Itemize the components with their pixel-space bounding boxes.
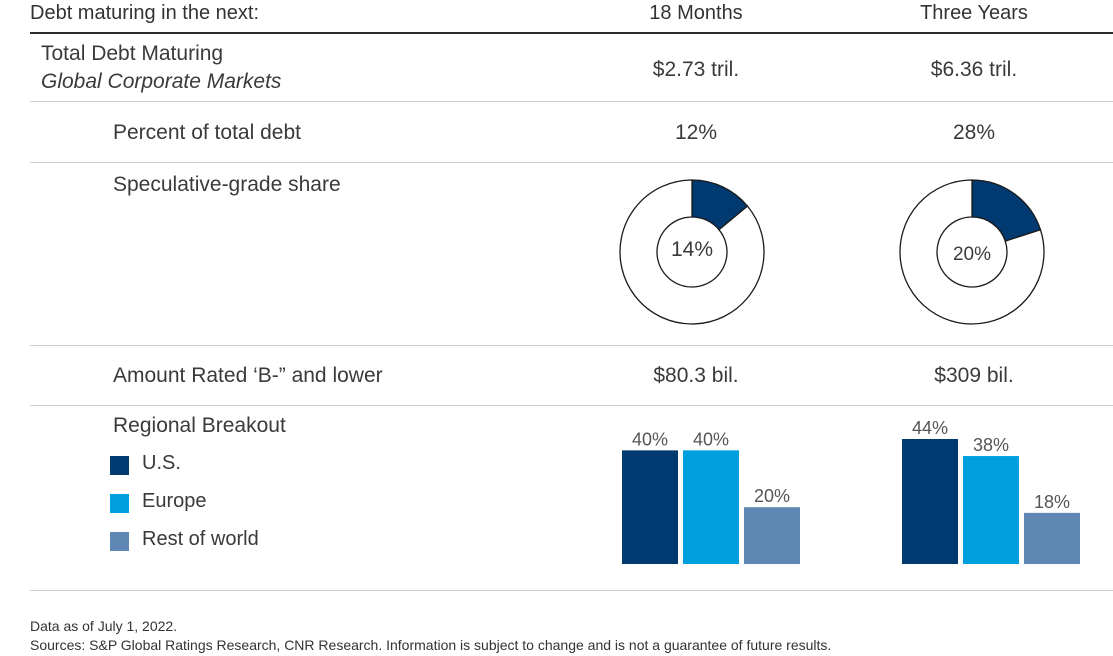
donut-slice-speculative-grade	[971, 179, 1042, 243]
header-col-18-months: 18 Months	[649, 2, 743, 24]
bar-value-label: 20%	[754, 486, 790, 506]
bar-value-label: 18%	[1034, 492, 1070, 512]
spec-grade-label: Speculative-grade share	[113, 173, 341, 196]
legend-swatch-europe	[110, 494, 129, 513]
footer-sources: Sources: S&P Global Ratings Research, CN…	[30, 637, 832, 653]
row-divider	[30, 162, 1113, 163]
rated-b-3y: $309 bil.	[934, 364, 1014, 387]
total-debt-3y: $6.36 tril.	[930, 58, 1018, 81]
total-debt-label: Total Debt Maturing	[41, 42, 224, 65]
bar-chart-18m: 40% 40% 20%	[622, 429, 800, 564]
regional-breakout-label: Regional Breakout	[113, 414, 286, 437]
bar-rest-of-world	[744, 507, 800, 564]
row-divider	[30, 590, 1113, 591]
rated-b-label: Amount Rated ‘B-” and lower	[113, 364, 383, 387]
donut-chart-18m: 14%	[619, 179, 765, 325]
total-debt-18m: $2.73 tril.	[652, 58, 740, 81]
percent-total-label: Percent of total debt	[113, 121, 301, 144]
donut-slice-other	[899, 179, 1045, 325]
percent-total-3y: 28%	[952, 121, 996, 144]
row-divider	[30, 101, 1113, 102]
row-divider	[30, 405, 1113, 406]
donut-center-label: 14%	[671, 238, 713, 261]
rated-b-18m: $80.3 bil.	[653, 364, 739, 387]
bar-europe	[683, 450, 739, 564]
legend-swatch-rest-of-world	[110, 532, 129, 551]
header-row-label: Debt maturing in the next:	[30, 2, 260, 24]
header-col-three-years: Three Years	[920, 2, 1028, 24]
header-divider	[30, 32, 1113, 34]
bar-value-label: 40%	[632, 429, 668, 449]
donut-slice-other	[619, 179, 765, 325]
legend-label: U.S.	[142, 452, 181, 474]
bar-u-s-	[622, 450, 678, 564]
bar-chart-3y: 44% 38% 18%	[902, 418, 1080, 564]
legend-swatch-us	[110, 456, 129, 475]
legend-label: Europe	[142, 490, 207, 512]
bar-value-label: 38%	[973, 435, 1009, 455]
donut-center-label: 20%	[953, 244, 991, 265]
percent-total-18m: 12%	[674, 121, 718, 144]
total-debt-sublabel: Global Corporate Markets	[41, 70, 282, 93]
bar-rest-of-world	[1024, 512, 1080, 564]
row-divider	[30, 345, 1113, 346]
bar-value-label: 40%	[693, 429, 729, 449]
bar-u-s-	[902, 439, 958, 564]
footer-date-note: Data as of July 1, 2022.	[30, 618, 178, 634]
bar-value-label: 44%	[912, 418, 948, 438]
legend-label: Rest of world	[142, 528, 259, 550]
bar-europe	[963, 456, 1019, 564]
donut-chart-3y: 20%	[899, 179, 1045, 325]
